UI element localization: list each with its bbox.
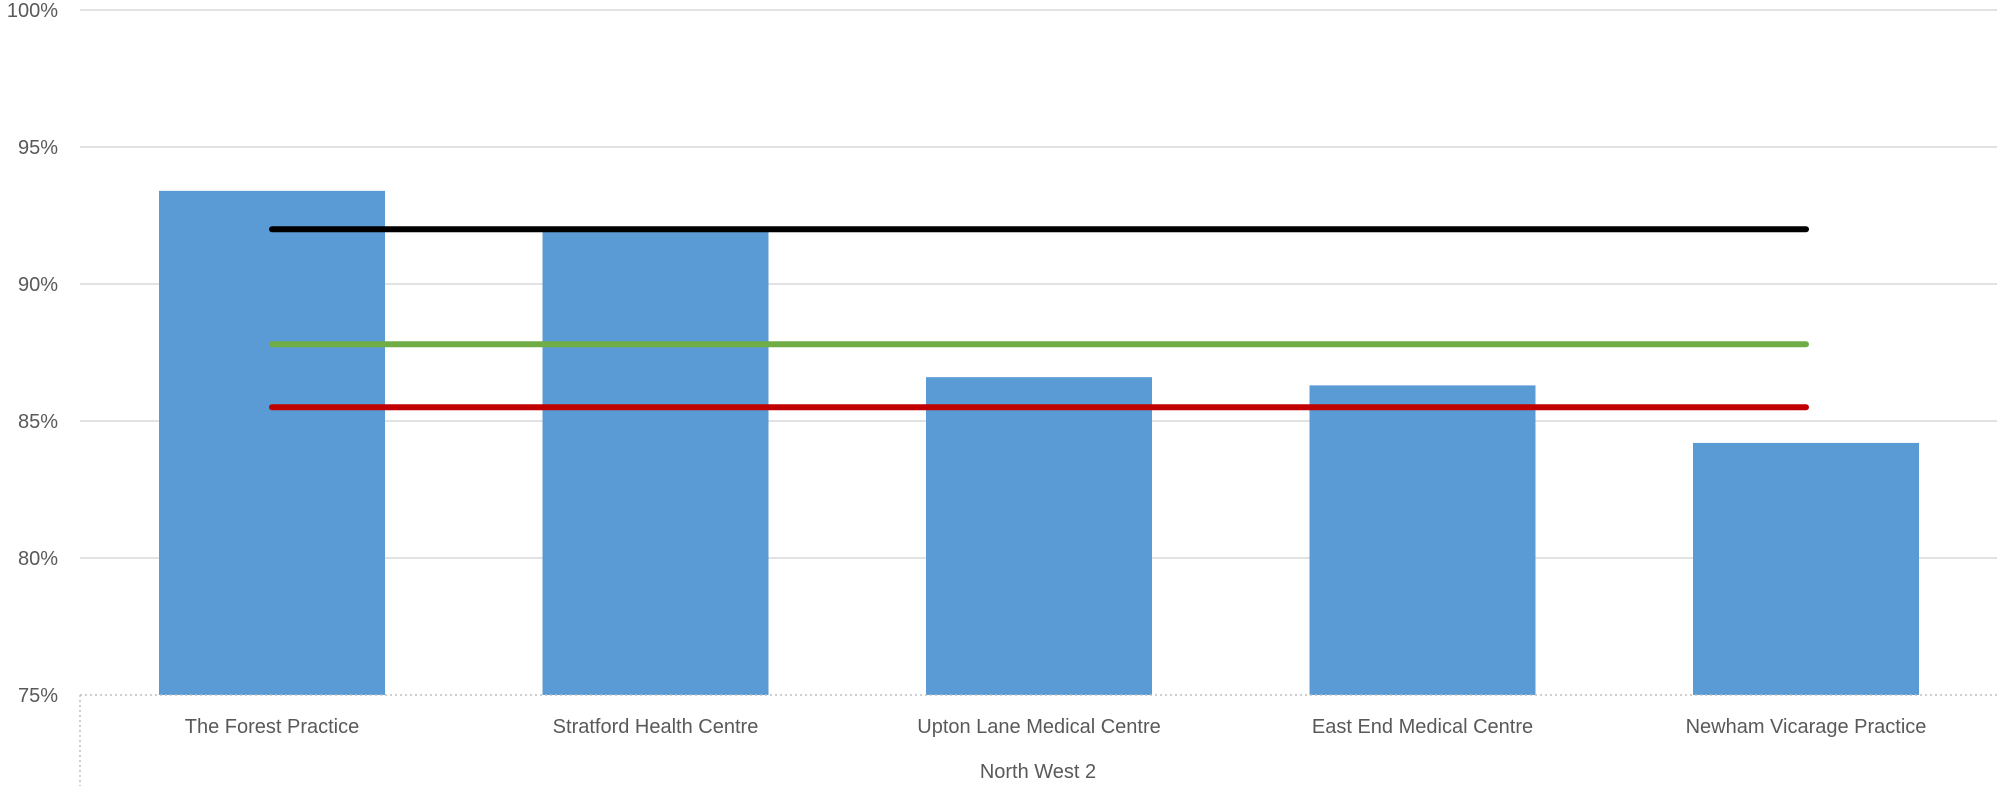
y-tick-label: 85% [18,411,58,433]
reference-lines [269,226,1809,411]
y-tick-label: 80% [18,548,58,570]
x-axis-ticks: The Forest Practice Stratford Health Cent… [185,716,1927,738]
y-tick-label: 95% [18,137,58,159]
x-tick-label: Upton Lane Medical Centre [917,716,1160,738]
y-axis-ticks: 75% 80% 85% 90% 95% 100% [7,0,58,707]
bars [159,190,1919,695]
bar [159,190,385,695]
x-tick-label: Stratford Health Centre [553,716,759,738]
x-axis [79,694,1997,786]
bar [1309,385,1536,695]
gridlines [80,9,1997,559]
y-tick-label: 100% [7,0,58,22]
x-tick-label: Newham Vicarage Practice [1686,716,1927,738]
x-tick-label: East End Medical Centre [1312,716,1533,738]
bar [542,229,769,695]
y-tick-label: 90% [18,274,58,296]
x-group-label: North West 2 [980,761,1096,783]
x-tick-label: The Forest Practice [185,716,360,738]
bar [1693,442,1919,695]
bar [926,377,1152,695]
y-tick-label: 75% [18,685,58,707]
